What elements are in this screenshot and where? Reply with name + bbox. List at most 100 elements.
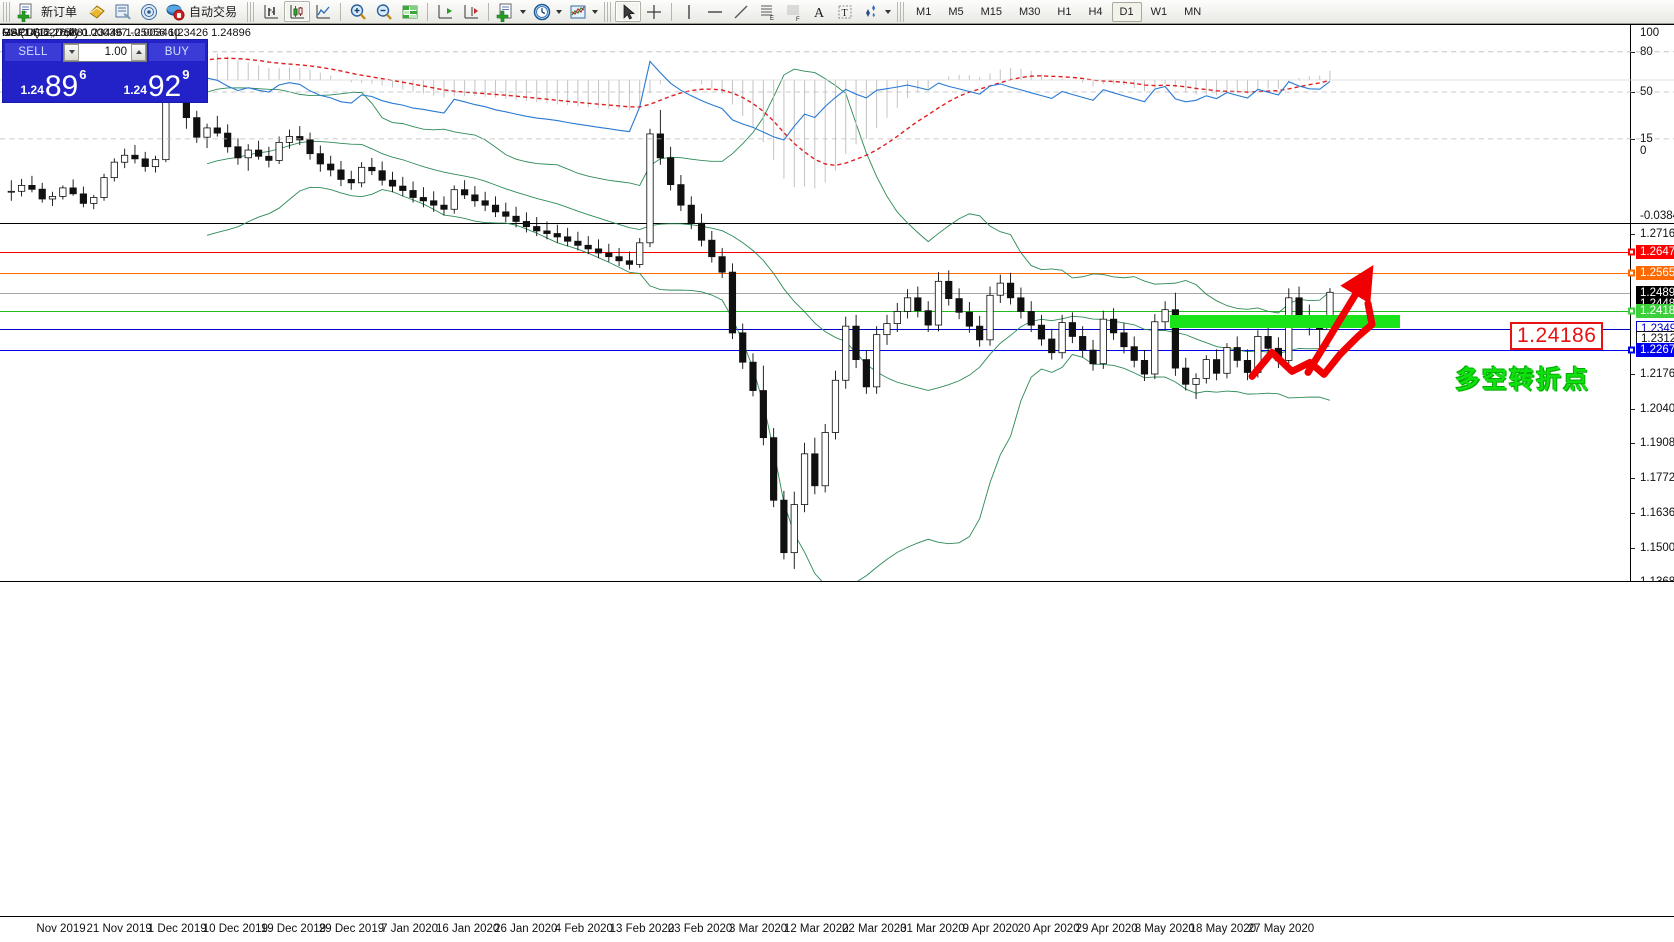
level-price-label[interactable]: 1.26475 xyxy=(1636,245,1674,260)
chevron-up-icon xyxy=(135,50,142,54)
level-price-label[interactable]: 1.25657 xyxy=(1636,266,1674,281)
sell-price-main: 89 xyxy=(44,70,79,103)
rsi-label: RSI(14) 62.7583 xyxy=(2,27,83,39)
navigator-icon[interactable] xyxy=(136,1,162,22)
shapes-caret-icon[interactable] xyxy=(885,9,892,14)
autotrading-icon[interactable]: 自动交易 xyxy=(162,1,244,22)
sell-button[interactable]: SELL xyxy=(5,43,61,61)
symbol-period-label: GBPUSD-,Daily 1.23446 1.25056 1.23426 1.… xyxy=(2,27,251,39)
shapes-icon[interactable] xyxy=(858,1,894,22)
macd-pane[interactable]: MACD(12,26,9) 0.000397 -0.003460 0.01480… xyxy=(0,25,1674,224)
buy-button[interactable]: BUY xyxy=(149,43,205,61)
date-tick-label: 29 Apr 2020 xyxy=(1075,923,1138,935)
one-click-quotes-row: 1.24 89 6 1.24 92 9 xyxy=(3,62,207,102)
price-tick-mark xyxy=(1631,373,1635,375)
price-tick-label: 1.19080 xyxy=(1640,436,1674,449)
cursor-icon[interactable] xyxy=(615,1,642,22)
rsi-pane[interactable]: RSI(14) 62.7583 100 80 50 15 0 xyxy=(0,25,1674,159)
timeframe-m1-button[interactable]: M1 xyxy=(916,5,932,18)
chart-area[interactable]: GBPUSD-,Daily 1.23446 1.25056 1.23426 1.… xyxy=(0,24,1674,942)
sell-quote[interactable]: 1.24 89 6 xyxy=(3,62,104,102)
trendline-icon[interactable] xyxy=(728,1,754,22)
price-tick-label: 1.15000 xyxy=(1640,541,1674,554)
level-price-label[interactable]: 1.22674 xyxy=(1636,343,1674,358)
crosshair-icon[interactable] xyxy=(641,1,667,22)
date-tick-label: 10 Dec 2019 xyxy=(202,923,268,935)
vertical-line-icon[interactable] xyxy=(676,1,702,22)
price-pane[interactable]: GBPUSD-,Daily 1.23446 1.25056 1.23426 1.… xyxy=(0,25,1674,582)
equidistant-channel-icon[interactable]: F xyxy=(780,1,806,22)
grid-icon[interactable] xyxy=(397,1,423,22)
fibonacci-icon[interactable]: E xyxy=(754,1,780,22)
date-tick-label: 31 Mar 2020 xyxy=(900,923,965,935)
buy-quote[interactable]: 1.24 92 9 xyxy=(106,62,207,102)
main-toolbar: 新订单 xyxy=(0,0,1674,24)
date-tick-label: 18 May 2020 xyxy=(1189,923,1257,935)
level-line-current-price-gray[interactable] xyxy=(0,292,1630,294)
level-drag-handle[interactable] xyxy=(1628,248,1635,256)
level-line-support-blue-2[interactable] xyxy=(0,350,1630,352)
price-tick-mark xyxy=(1631,547,1635,549)
autotrading-label: 自动交易 xyxy=(189,5,238,19)
expert-advisors-icon[interactable] xyxy=(84,1,110,22)
timeframe-mn-button[interactable]: MN xyxy=(1184,5,1202,18)
buy-price-prefix: 1.24 xyxy=(123,83,147,97)
date-tick-label: 29 Dec 2019 xyxy=(318,923,385,935)
zoom-in-icon[interactable] xyxy=(345,1,371,22)
chart-shift-icon[interactable] xyxy=(432,1,458,22)
new-order-icon[interactable]: 新订单 xyxy=(14,1,84,22)
timeframe-d1-button[interactable]: D1 xyxy=(1111,1,1142,22)
date-tick-label: 21 Nov 2019 xyxy=(86,923,152,935)
zoom-out-icon[interactable] xyxy=(371,1,397,22)
toolbar-grip-3[interactable] xyxy=(604,1,613,22)
buy-price-main: 92 xyxy=(147,70,182,103)
price-tick-label: 1.27160 xyxy=(1640,228,1674,241)
level-price-label[interactable]: 1.24896 xyxy=(1636,285,1674,300)
level-line-resistance-orange[interactable] xyxy=(0,273,1630,275)
toolbar-separator-4 xyxy=(671,2,673,21)
level-line-resistance-red[interactable] xyxy=(0,252,1630,254)
date-tick-label: 4 Feb 2020 xyxy=(554,923,613,935)
line-chart-icon[interactable] xyxy=(310,1,336,22)
one-click-trading-panel[interactable]: SELL 1.00 BUY 1.24 89 xyxy=(2,39,208,103)
toolbar-grip-4[interactable] xyxy=(897,1,906,22)
timeframe-m30-button[interactable]: M30 xyxy=(1019,5,1041,18)
templates-icon[interactable] xyxy=(493,1,529,22)
volume-decrease-button[interactable] xyxy=(64,43,79,61)
volume-increase-button[interactable] xyxy=(131,43,146,61)
level-drag-handle[interactable] xyxy=(1628,346,1635,354)
volume-stepper[interactable]: 1.00 xyxy=(63,42,147,62)
level-drag-handle[interactable] xyxy=(1628,269,1635,277)
level-line-support-blue-1[interactable] xyxy=(0,329,1630,330)
text-icon[interactable]: A xyxy=(806,1,832,22)
chevron-down-icon xyxy=(68,50,75,54)
timeframe-m5-button[interactable]: M5 xyxy=(948,5,964,18)
period-caret-icon[interactable] xyxy=(556,9,563,14)
timeframe-h4-button[interactable]: H4 xyxy=(1088,5,1103,18)
timeframe-h1-button[interactable]: H1 xyxy=(1057,5,1072,18)
toolbar-grip-2[interactable] xyxy=(247,1,256,22)
svg-text:F: F xyxy=(796,17,800,22)
level-drag-handle[interactable] xyxy=(1628,307,1635,315)
templates-caret-icon[interactable] xyxy=(520,9,527,14)
auto-scroll-icon[interactable] xyxy=(458,1,484,22)
horizontal-line-icon[interactable] xyxy=(702,1,728,22)
rsi-tick-mark xyxy=(1631,51,1635,53)
period-icon[interactable] xyxy=(529,1,565,22)
price-tick-mark xyxy=(1631,477,1635,479)
toolbar-grip[interactable] xyxy=(3,1,11,22)
data-window-icon[interactable] xyxy=(110,1,136,22)
svg-text:E: E xyxy=(770,16,774,22)
text-label-icon[interactable]: T xyxy=(832,1,858,22)
bar-chart-icon[interactable] xyxy=(258,1,284,22)
timeframe-bar: M1 M5 M15 M30 H1 H4 D1 W1 MN xyxy=(908,1,1209,22)
level-line-pivot-green[interactable] xyxy=(0,311,1630,313)
volume-value[interactable]: 1.00 xyxy=(104,46,127,58)
indicators-caret-icon[interactable] xyxy=(592,9,599,14)
indicators-icon[interactable] xyxy=(565,1,601,22)
sell-price-prefix: 1.24 xyxy=(20,83,44,97)
candlestick-chart-icon[interactable] xyxy=(284,1,311,22)
timeframe-m15-button[interactable]: M15 xyxy=(980,5,1002,18)
timeframe-w1-button[interactable]: W1 xyxy=(1150,5,1168,18)
level-price-label[interactable]: 1.24186 xyxy=(1636,304,1674,319)
